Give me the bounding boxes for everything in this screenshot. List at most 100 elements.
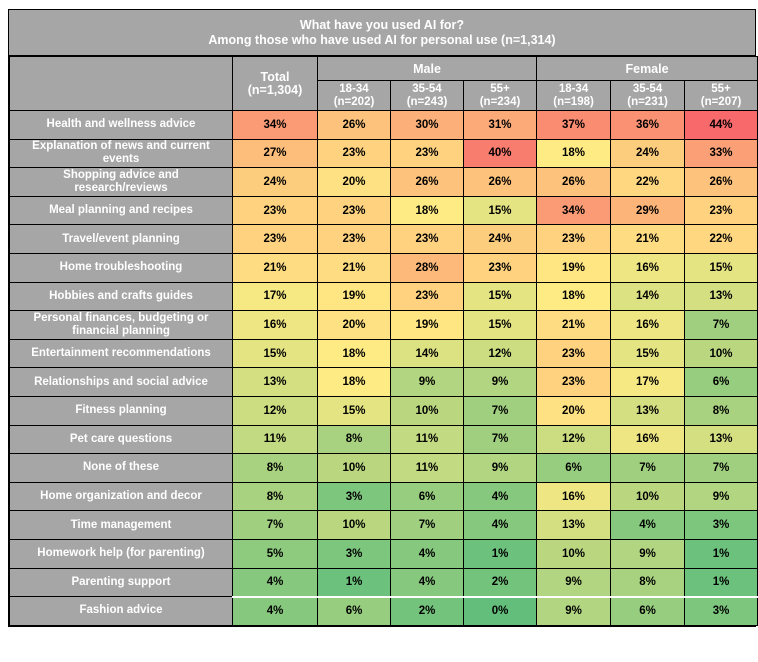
table-row: Homework help (for parenting) 5% 3% 4% 1% 10%… xyxy=(9,538,758,569)
value-cell: 44% xyxy=(684,110,758,140)
table-row: Explanation of news and current events 27… xyxy=(9,138,758,169)
value-cell: 15% xyxy=(232,338,318,369)
male-group-header: Male xyxy=(316,56,538,81)
value-cell: 8% xyxy=(684,395,758,426)
value-cell: 10% xyxy=(390,395,464,426)
value-cell: 10% xyxy=(317,510,391,540)
value-cell: 22% xyxy=(610,167,686,197)
age-label: 18-34 xyxy=(339,82,369,95)
total-column-header: Total (n=1,304) xyxy=(232,56,318,111)
value-cell: 11% xyxy=(232,424,318,455)
value-cell: 15% xyxy=(462,310,538,340)
value-cell: 24% xyxy=(610,138,686,169)
table-row: Personal finances, budgeting or financia… xyxy=(9,310,758,340)
row-label: Time management xyxy=(9,510,233,540)
value-cell: 23% xyxy=(317,195,391,226)
value-cell: 16% xyxy=(232,310,318,340)
value-cell: 11% xyxy=(390,453,464,483)
value-cell: 23% xyxy=(390,281,464,312)
row-label: Entertainment recommendations xyxy=(9,338,233,369)
value-cell: 15% xyxy=(317,395,391,426)
n-label: (n=243) xyxy=(406,95,448,108)
value-cell: 13% xyxy=(684,424,758,455)
value-cell: 26% xyxy=(462,167,538,197)
value-cell: 21% xyxy=(536,310,612,340)
value-cell: 23% xyxy=(317,224,391,254)
row-label: Travel/event planning xyxy=(9,224,233,254)
value-cell: 4% xyxy=(390,567,464,598)
value-cell: 8% xyxy=(317,424,391,455)
value-cell: 28% xyxy=(390,252,464,283)
table-row: Pet care questions 11% 8% 11% 7% 12% 16% 13% xyxy=(9,424,758,455)
value-cell: 1% xyxy=(317,567,391,598)
n-label: (n=231) xyxy=(627,95,668,108)
value-cell: 18% xyxy=(536,281,612,312)
value-cell: 36% xyxy=(610,110,686,140)
table-title-line2: Among those who have used AI for persona… xyxy=(208,33,556,47)
value-cell: 16% xyxy=(610,310,686,340)
value-cell: 23% xyxy=(232,195,318,226)
survey-results-table: Total (n=1,304) Male Female 18-34 (n=202… xyxy=(9,56,758,626)
value-cell: 10% xyxy=(317,453,391,483)
row-label: Home troubleshooting xyxy=(9,252,233,283)
table-row: None of these 8% 10% 11% 9% 6% 7% 7% xyxy=(9,453,758,483)
table-row: Fashion advice 4% 6% 2% 0% 9% 6% 3% xyxy=(9,595,758,626)
row-label: Hobbies and crafts guides xyxy=(9,281,233,312)
table-row: Hobbies and crafts guides 17% 19% 23% 15% 18%… xyxy=(9,281,758,312)
age-label: 55+ xyxy=(490,82,510,95)
age-label: 55+ xyxy=(711,82,731,95)
value-cell: 17% xyxy=(232,281,318,312)
total-label: Total xyxy=(260,69,290,84)
age-label: 35-54 xyxy=(632,82,663,95)
row-label: Shopping advice and research/reviews xyxy=(9,167,233,197)
value-cell: 19% xyxy=(536,252,612,283)
value-cell: 3% xyxy=(317,538,391,569)
value-cell: 8% xyxy=(232,481,318,512)
value-cell: 2% xyxy=(390,595,464,626)
value-cell: 1% xyxy=(684,567,758,598)
row-label: Fashion advice xyxy=(9,596,233,626)
value-cell: 13% xyxy=(232,367,318,397)
value-cell: 7% xyxy=(390,510,464,540)
value-cell: 7% xyxy=(610,453,686,483)
male-35-54-header: 35-54 (n=243) xyxy=(390,80,464,111)
value-cell: 6% xyxy=(390,481,464,512)
female-55plus-header: 55+ (n=207) xyxy=(684,80,758,111)
value-cell: 33% xyxy=(684,138,758,169)
table-row: Home organization and decor 8% 3% 6% 4% 16% 10… xyxy=(9,481,758,512)
row-label: Pet care questions xyxy=(9,424,233,455)
value-cell: 26% xyxy=(317,110,391,140)
n-label: (n=202) xyxy=(333,95,375,108)
n-label: (n=234) xyxy=(479,95,521,108)
value-cell: 9% xyxy=(462,367,538,397)
value-cell: 17% xyxy=(610,367,686,397)
value-cell: 10% xyxy=(610,481,686,512)
value-cell: 16% xyxy=(536,481,612,512)
value-cell: 30% xyxy=(390,110,464,140)
value-cell: 1% xyxy=(462,538,538,569)
female-group-header: Female xyxy=(536,56,758,81)
value-cell: 4% xyxy=(390,538,464,569)
male-55plus-header: 55+ (n=234) xyxy=(462,80,538,111)
value-cell: 10% xyxy=(684,338,758,369)
value-cell: 20% xyxy=(317,310,391,340)
value-cell: 9% xyxy=(462,453,538,483)
table-row: Parenting support 4% 1% 4% 2% 9% 8% 1% xyxy=(9,567,758,598)
value-cell: 23% xyxy=(390,224,464,254)
table-row: Fitness planning 12% 15% 10% 7% 20% 13% 8% xyxy=(9,395,758,426)
table-row: Entertainment recommendations 15% 18% 14% 12… xyxy=(9,338,758,369)
value-cell: 18% xyxy=(536,138,612,169)
value-cell: 26% xyxy=(684,167,758,197)
value-cell: 21% xyxy=(610,224,686,254)
table-title-line1: What have you used AI for? xyxy=(299,18,465,32)
value-cell: 37% xyxy=(536,110,612,140)
value-cell: 1% xyxy=(684,538,758,569)
value-cell: 7% xyxy=(462,424,538,455)
value-cell: 23% xyxy=(232,224,318,254)
row-label: Home organization and decor xyxy=(9,481,233,512)
row-label: Relationships and social advice xyxy=(9,367,233,397)
table-row: Time management 7% 10% 7% 4% 13% 4% 3% xyxy=(9,510,758,540)
value-cell: 16% xyxy=(610,252,686,283)
value-cell: 12% xyxy=(232,395,318,426)
row-label: Parenting support xyxy=(9,567,233,598)
